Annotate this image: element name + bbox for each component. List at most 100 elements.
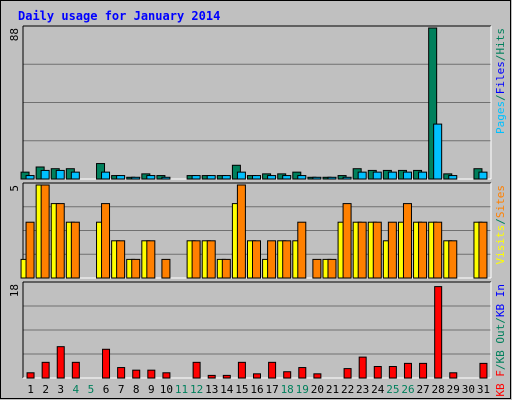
- bar-files: [402, 171, 412, 180]
- legend-entry: /: [494, 317, 507, 324]
- legend-entry: Sites: [494, 185, 507, 218]
- x-tick-label: 18: [281, 383, 294, 396]
- x-tick-label: 25: [386, 383, 399, 396]
- bar-hits: [96, 163, 106, 180]
- legend-visits-sites: Visits/Sites: [494, 185, 507, 265]
- chart-title: Daily usage for January 2014: [18, 9, 220, 23]
- legend-kbytes: KB F/KB Out/KB In: [494, 284, 507, 397]
- bar-sites: [282, 240, 292, 279]
- y-max-label: 5: [8, 185, 21, 192]
- x-tick-label: 26: [401, 383, 414, 396]
- bar-kb-f: [71, 361, 80, 379]
- bar-sites: [131, 258, 141, 279]
- bar-files: [372, 171, 382, 180]
- bar-sites: [372, 221, 382, 279]
- x-tick-label: 7: [118, 383, 125, 396]
- x-tick-label: 19: [296, 383, 309, 396]
- bar-sites: [267, 240, 277, 279]
- x-tick-label: 23: [356, 383, 369, 396]
- bar-kb-f: [373, 366, 382, 379]
- bar-sites: [116, 240, 126, 279]
- bar-files: [206, 175, 216, 180]
- bar-kb-f: [222, 374, 231, 379]
- bar-sites: [387, 221, 397, 279]
- bar-kb-f: [419, 362, 428, 379]
- legend-entry: Hits: [494, 28, 507, 55]
- x-tick-label: 4: [73, 383, 80, 396]
- x-tick-label: 5: [88, 383, 95, 396]
- x-tick-label: 20: [311, 383, 324, 396]
- bar-files: [55, 169, 65, 180]
- bar-kb-f: [132, 369, 141, 379]
- bar-kb-f: [313, 373, 322, 379]
- bar-sites: [433, 221, 443, 279]
- bar-sites: [252, 240, 261, 279]
- legend-entry: Visits: [494, 225, 507, 265]
- bar-files: [282, 175, 292, 180]
- bar-kb-f: [102, 348, 111, 379]
- x-tick-label: 22: [341, 383, 354, 396]
- legend-hits-files-pages: Pages/Files/Hits: [494, 28, 507, 134]
- bar-sites: [206, 240, 216, 279]
- bar-kb-f: [268, 361, 277, 379]
- legend-entry: /: [494, 94, 507, 101]
- bar-sites: [357, 221, 367, 279]
- x-tick-label: 27: [416, 383, 429, 396]
- bar-files: [342, 176, 352, 180]
- legend-entry: Pages: [494, 101, 507, 134]
- x-tick-label: 14: [220, 383, 234, 396]
- x-tick-label: 10: [160, 383, 173, 396]
- bar-files: [433, 123, 443, 180]
- bar-kb-f: [358, 356, 367, 379]
- bar-kb-f: [298, 367, 307, 379]
- bar-kb-f: [56, 346, 65, 379]
- bar-sites: [478, 221, 488, 279]
- bar-files: [25, 175, 35, 180]
- y-max-label: 18: [8, 284, 21, 297]
- bar-sites: [418, 221, 428, 279]
- bar-sites: [312, 258, 322, 279]
- bar-kb-f: [403, 362, 412, 379]
- bar-kb-f: [343, 368, 352, 379]
- bar-kb-f: [388, 366, 397, 379]
- bar-sites: [221, 258, 231, 279]
- bar-files: [146, 175, 156, 180]
- x-tick-label: 1: [27, 383, 34, 396]
- bar-files: [448, 175, 458, 180]
- bar-files: [252, 175, 261, 180]
- bar-sites: [191, 240, 201, 279]
- bar-files: [40, 169, 50, 180]
- legend-entry: KB F: [494, 370, 507, 397]
- bar-kb-f: [117, 367, 126, 379]
- x-tick-label: 30: [462, 383, 475, 396]
- legend-entry: KB Out: [494, 324, 507, 364]
- bar-sites: [55, 203, 65, 279]
- bar-files: [191, 175, 201, 180]
- bar-sites: [161, 258, 171, 279]
- bar-files: [101, 171, 111, 180]
- legend-entry: /: [494, 364, 507, 371]
- bar-files: [70, 171, 80, 180]
- bar-sites: [70, 221, 80, 279]
- bar-files: [221, 175, 231, 180]
- x-tick-label: 12: [190, 383, 203, 396]
- bar-sites: [402, 203, 412, 279]
- bar-sites: [40, 184, 50, 279]
- x-tick-label: 16: [250, 383, 263, 396]
- x-tick-label: 8: [133, 383, 140, 396]
- bar-sites: [327, 258, 337, 279]
- bar-sites: [342, 203, 352, 279]
- x-tick-label: 17: [265, 383, 278, 396]
- bar-kb-f: [479, 362, 488, 379]
- x-tick-label: 21: [326, 383, 339, 396]
- bar-sites: [25, 221, 35, 279]
- bar-files: [418, 171, 428, 180]
- bar-kb-f: [26, 372, 35, 379]
- bar-sites: [297, 221, 307, 279]
- x-tick-label: 6: [103, 383, 110, 396]
- bar-kb-f: [283, 371, 292, 379]
- bar-files: [478, 171, 488, 180]
- x-tick-label: 29: [447, 383, 460, 396]
- bar-files: [357, 171, 367, 180]
